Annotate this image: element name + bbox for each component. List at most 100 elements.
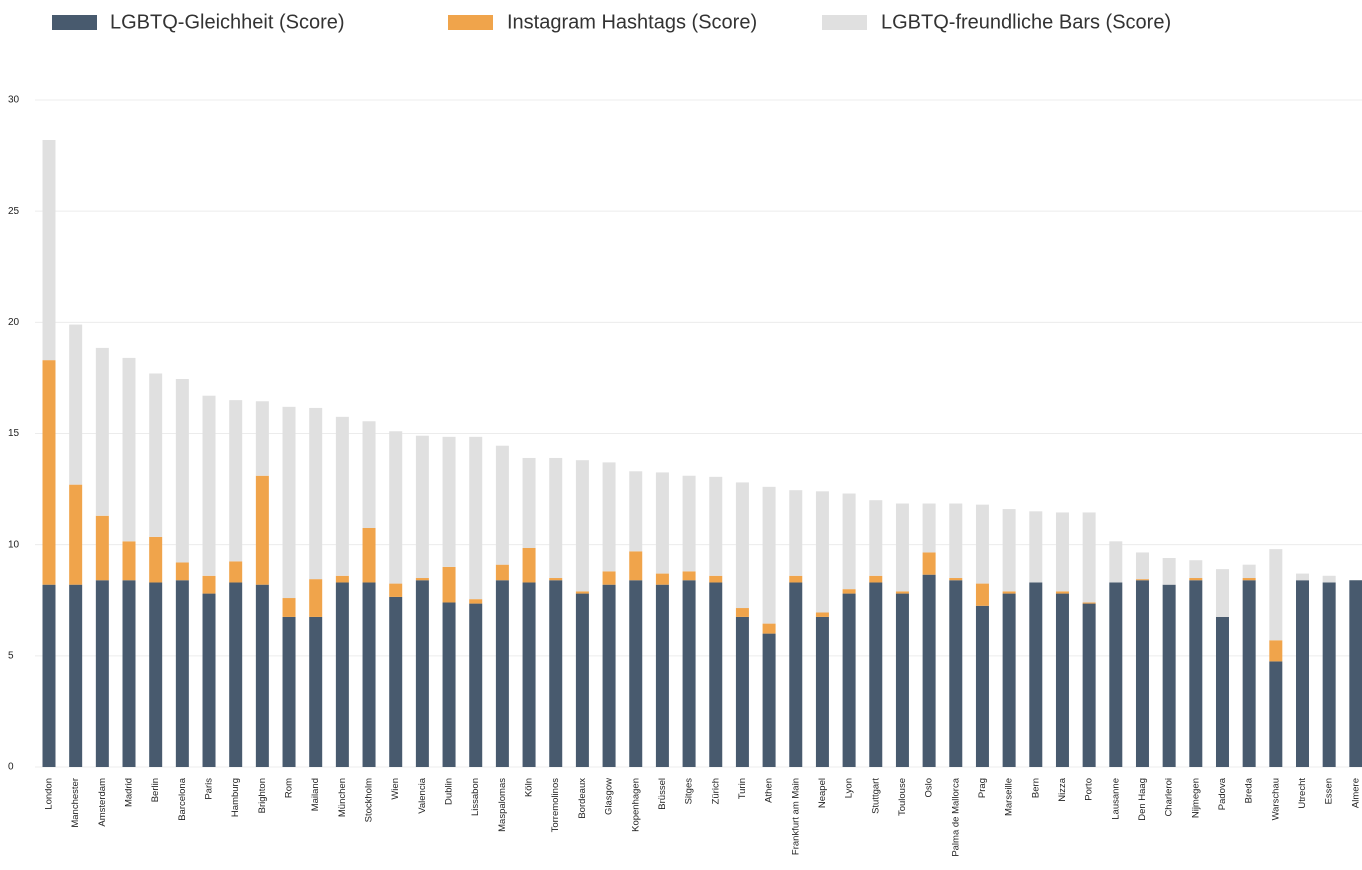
bar-segment: [282, 406, 296, 599]
bar-segment: [1189, 578, 1203, 581]
bar-segment: [1135, 579, 1149, 581]
bar-segment: [1162, 558, 1176, 585]
bar-segment: [229, 400, 243, 562]
bar-segment: [1215, 569, 1229, 617]
bar-segment: [762, 633, 776, 767]
bar-segment: [735, 616, 749, 767]
bar-segment: [682, 475, 696, 572]
bar-segment: [602, 571, 616, 585]
bar-segment: [1055, 593, 1069, 767]
bar-segment: [495, 580, 509, 767]
bar-segment: [842, 593, 856, 767]
bar-segment: [789, 575, 803, 583]
bar-segment: [895, 591, 909, 594]
bar-segment: [229, 561, 243, 583]
legend-swatch: [52, 15, 97, 30]
legend-label: Instagram Hashtags (Score): [507, 11, 757, 33]
bar-segment: [335, 575, 349, 583]
bar-segment: [309, 407, 323, 580]
x-tick-label: Bern: [1030, 778, 1041, 798]
x-tick-label: Berlin: [150, 778, 161, 802]
bar-segment: [629, 551, 643, 581]
bar-segment: [549, 580, 563, 767]
bar-segment: [95, 515, 109, 581]
bar-segment: [1055, 512, 1069, 592]
bar-segment: [735, 482, 749, 609]
x-tick-label: Utrecht: [1297, 778, 1308, 809]
bar-segment: [1082, 603, 1096, 767]
x-tick-label: Padova: [1217, 777, 1228, 810]
x-tick-label: Zürich: [710, 778, 721, 804]
bar-segment: [442, 436, 456, 567]
bar-segment: [202, 575, 216, 594]
bar-segment: [922, 574, 936, 767]
bar-segment: [1082, 512, 1096, 603]
bar-segment: [549, 457, 563, 579]
bar-segment: [415, 578, 429, 581]
bar-segment: [655, 584, 669, 767]
bar-segment: [309, 579, 323, 617]
bar-segment: [149, 536, 163, 583]
bar-segment: [522, 548, 536, 583]
x-tick-label: Bordeaux: [577, 778, 588, 819]
bar-segment: [735, 608, 749, 617]
bar-segment: [362, 527, 376, 583]
x-tick-label: London: [44, 778, 55, 810]
bar-segment: [1269, 661, 1283, 767]
bar-segment: [175, 562, 189, 581]
bar-segment: [122, 357, 136, 542]
x-tick-label: Charleroi: [1164, 778, 1175, 817]
bar-segment: [42, 360, 56, 585]
bar-segment: [815, 491, 829, 613]
bar-segment: [335, 582, 349, 767]
bar-segment: [42, 584, 56, 767]
bar-segment: [1242, 564, 1256, 579]
x-tick-label: Köln: [524, 778, 535, 797]
bar-segment: [1109, 582, 1123, 767]
bar-segment: [1135, 552, 1149, 580]
bar-segment: [1162, 584, 1176, 767]
bar-segment: [1002, 509, 1016, 592]
bar-segment: [282, 598, 296, 617]
bar-segment: [495, 564, 509, 581]
legend-swatch: [448, 15, 493, 30]
bar-segment: [255, 475, 269, 585]
x-tick-label: Wien: [390, 778, 401, 800]
x-tick-label: Torremolinos: [550, 778, 561, 833]
bar-segment: [602, 584, 616, 767]
bar-segment: [655, 573, 669, 585]
x-tick-label: Essen: [1324, 778, 1335, 804]
bar-segment: [389, 596, 403, 767]
bar-segment: [69, 324, 83, 485]
bar-segment: [95, 580, 109, 767]
bar-segment: [122, 580, 136, 767]
x-tick-label: Amsterdam: [97, 778, 108, 827]
bar-segment: [682, 571, 696, 581]
bar-segment: [629, 471, 643, 552]
bar-segment: [842, 493, 856, 590]
bar-segment: [922, 552, 936, 575]
bar-segment: [895, 503, 909, 592]
x-tick-label: Brighton: [257, 778, 268, 813]
y-tick-label: 15: [8, 428, 20, 439]
bar-segment: [575, 460, 589, 592]
bar-segment: [69, 484, 83, 585]
bar-segment: [42, 140, 56, 361]
x-tick-label: Oslo: [924, 778, 935, 798]
bar-segment: [815, 612, 829, 617]
bar-segment: [1029, 582, 1043, 767]
bar-segment: [309, 616, 323, 767]
x-tick-label: Nizza: [1057, 777, 1068, 801]
bar-segment: [495, 445, 509, 565]
bar-segment: [1002, 593, 1016, 767]
bar-segment: [1135, 580, 1149, 767]
x-tick-label: Sitges: [684, 778, 695, 805]
bar-segment: [682, 580, 696, 767]
x-tick-label: Toulouse: [897, 778, 908, 816]
legend-label: LGBTQ-freundliche Bars (Score): [881, 11, 1171, 33]
x-tick-label: Prag: [977, 778, 988, 798]
bar-segment: [229, 582, 243, 767]
bar-segment: [1189, 580, 1203, 767]
bar-segment: [869, 500, 883, 576]
bar-segment: [709, 575, 723, 583]
